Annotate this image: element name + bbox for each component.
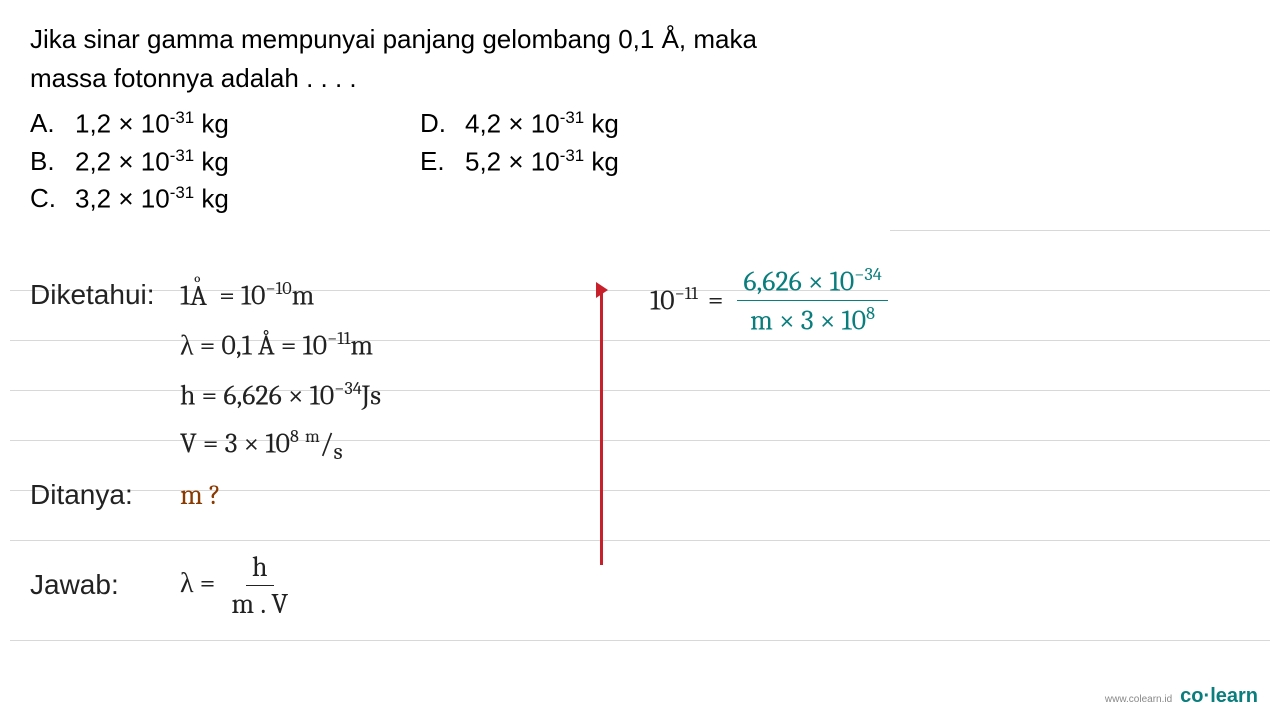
- given-h: h = 6,626 × 10−34Js: [180, 378, 381, 411]
- question-line2: massa fotonnya adalah . . . .: [30, 59, 1250, 98]
- red-divider: [600, 290, 603, 565]
- given-angstrom: 1A = 10−10m: [180, 278, 314, 311]
- footer-brand: www.colearn.id co·learn: [1105, 685, 1258, 708]
- option-a: A. 1,2 × 10-31 kg: [30, 108, 420, 140]
- given-lambda: λ = 0,1 Å = 10−11m: [180, 328, 373, 362]
- option-e: E. 5,2 × 10-31 kg: [420, 146, 619, 178]
- diketahui-label: Diketahui:: [30, 279, 180, 311]
- option-d: D. 4,2 × 10-31 kg: [420, 108, 619, 140]
- jawab-label: Jawab:: [30, 569, 180, 601]
- options-block: A. 1,2 × 10-31 kg D. 4,2 × 10-31 kg B. 2…: [0, 108, 1280, 221]
- option-b: B. 2,2 × 10-31 kg: [30, 146, 420, 178]
- option-c: C. 3,2 × 10-31 kg: [30, 183, 420, 215]
- red-arrow-icon: [596, 282, 608, 298]
- ditanya-label: Ditanya:: [30, 479, 180, 511]
- asked-value: m ?: [180, 479, 221, 511]
- question-line1: Jika sinar gamma mempunyai panjang gelom…: [30, 20, 1250, 59]
- answer-formula: λ = h m . V: [180, 551, 298, 620]
- given-v: V = 3 × 108 m/s: [180, 426, 343, 465]
- right-equation: 10−11 = 6,626 × 10−34 m × 3 × 108: [650, 265, 1250, 335]
- work-area: Diketahui: 1A = 10−10m λ = 0,1 Å = 10−11…: [0, 260, 1280, 680]
